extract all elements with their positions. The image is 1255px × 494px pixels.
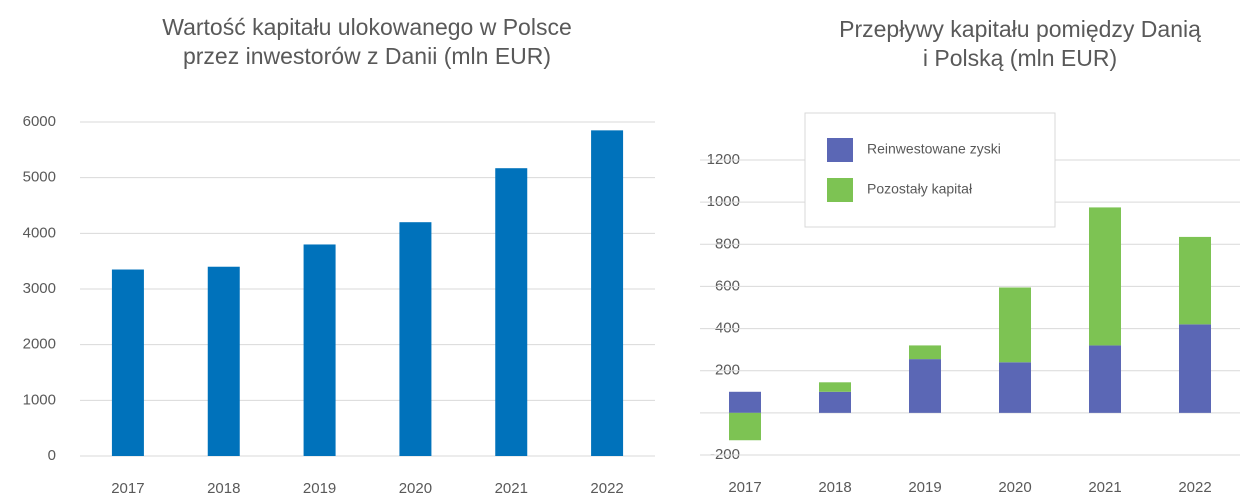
bar-segment [729, 391, 761, 413]
x-tick-label: 2020 [399, 480, 432, 494]
legend-label: Reinwestowane zyski [867, 141, 1001, 157]
y-tick-label: 0 [48, 447, 56, 464]
x-tick-label: 2021 [1088, 479, 1121, 494]
x-tick-label: 2020 [998, 479, 1031, 494]
bar [303, 244, 336, 456]
legend-swatch [827, 138, 853, 162]
bar [207, 266, 240, 456]
y-tick-label: 200 [715, 362, 740, 379]
bar-segment [729, 412, 761, 441]
y-tick-label: 1200 [707, 151, 740, 168]
x-tick-label: 2017 [111, 480, 144, 494]
chart-title: Przepływy kapitału pomiędzy Danią [839, 16, 1201, 42]
bar-segment [1179, 324, 1211, 413]
x-tick-label: 2021 [495, 480, 528, 494]
y-tick-label: 2000 [23, 336, 56, 353]
bar-segment [909, 359, 941, 413]
bar-segment [1089, 207, 1121, 346]
chart-title: Wartość kapitału ulokowanego w Polsce [162, 14, 572, 40]
bar [111, 269, 144, 456]
y-tick-label: 1000 [23, 391, 56, 408]
bar-segment [909, 345, 941, 360]
y-tick-label: 5000 [23, 169, 56, 186]
bar-segment [819, 391, 851, 413]
y-tick-label: -200 [710, 446, 740, 463]
y-tick-label: 6000 [23, 113, 56, 130]
legend-box [804, 112, 1056, 228]
y-tick-label: 600 [715, 277, 740, 294]
y-tick-label: 800 [715, 235, 740, 252]
x-tick-label: 2022 [1178, 479, 1211, 494]
legend-swatch [827, 178, 853, 202]
bar-segment [1089, 345, 1121, 413]
y-tick-label: 1000 [707, 193, 740, 210]
bar-segment [999, 362, 1031, 413]
chart-title: i Polską (mln EUR) [923, 45, 1117, 71]
bar-segment [999, 287, 1031, 363]
y-tick-label: 4000 [23, 224, 56, 241]
legend-label: Pozostały kapitał [867, 181, 973, 197]
bar [399, 222, 432, 456]
bar [591, 130, 624, 456]
x-tick-label: 2018 [207, 480, 240, 494]
x-tick-label: 2019 [908, 479, 941, 494]
bar-segment [1179, 236, 1211, 325]
x-tick-label: 2018 [818, 479, 851, 494]
bar [495, 168, 528, 456]
x-tick-label: 2017 [728, 479, 761, 494]
x-tick-label: 2022 [590, 480, 623, 494]
y-tick-label: 400 [715, 320, 740, 337]
chart-title: przez inwestorów z Danii (mln EUR) [183, 43, 551, 69]
y-tick-label: 3000 [23, 280, 56, 297]
x-tick-label: 2019 [303, 480, 336, 494]
bar-segment [819, 382, 851, 392]
